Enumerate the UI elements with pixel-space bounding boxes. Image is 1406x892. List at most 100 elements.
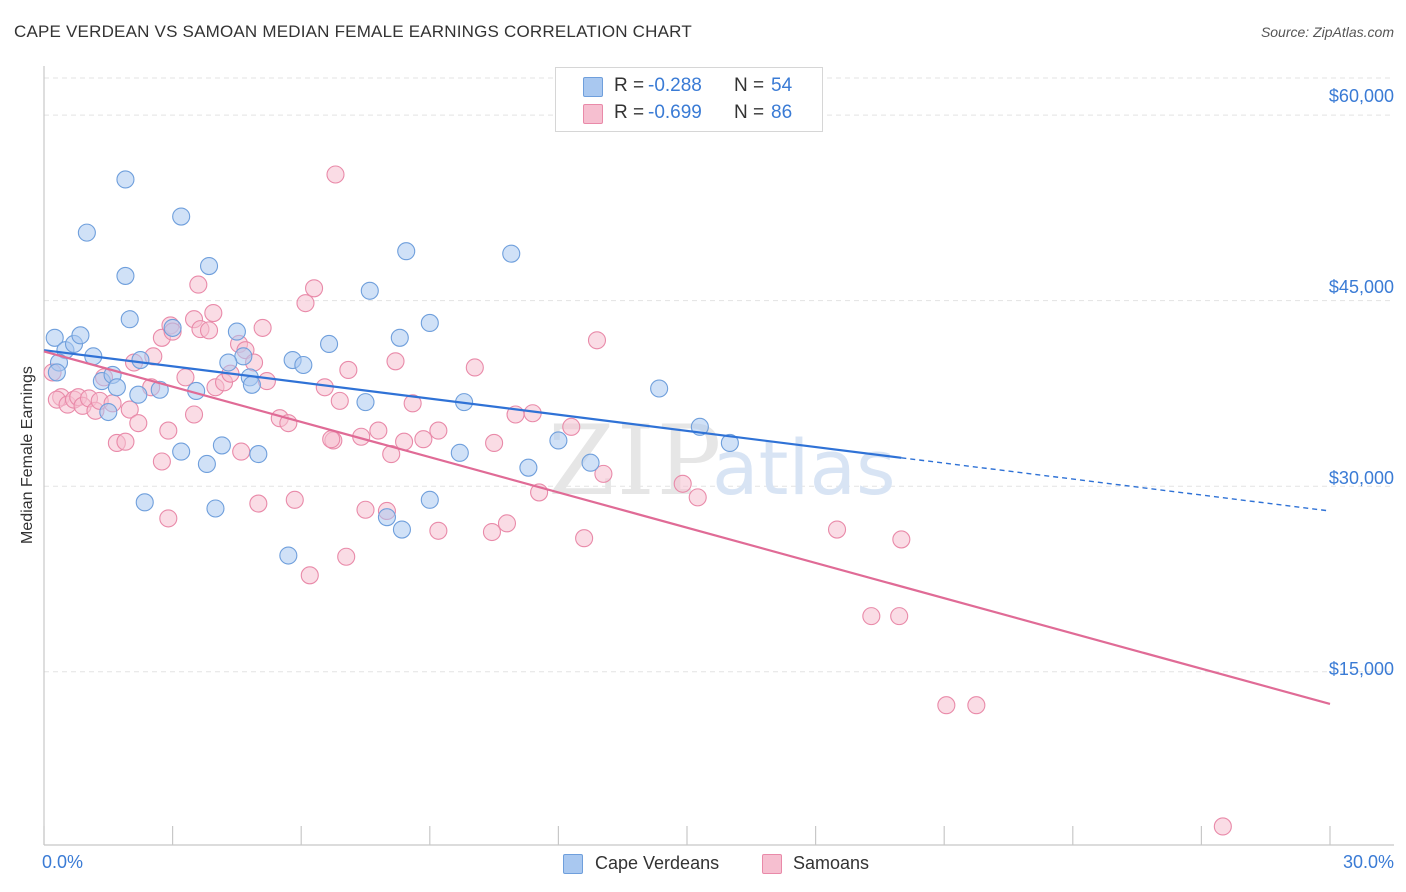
samoan-point (204, 303, 223, 323)
samoan-point (485, 433, 504, 452)
cape-verdean-point (377, 508, 396, 527)
blue-swatch-icon (583, 77, 603, 97)
cape-verdean-point (581, 453, 600, 472)
samoan-point (315, 378, 334, 397)
cape-verdean-point (294, 355, 313, 375)
cape-verdean-point (360, 281, 379, 300)
y-tick-label-15000: $15,000 (1328, 659, 1394, 679)
cape-verdean-point (242, 375, 261, 394)
samoan-point (249, 494, 268, 513)
samoan-point (285, 490, 304, 509)
samoan-point (356, 500, 375, 519)
cape-verdean-point (549, 431, 568, 450)
cape-verdean-point (131, 351, 150, 370)
samoan-point (322, 430, 341, 449)
y-tick-label-60000: $60,000 (1328, 86, 1394, 106)
samoan-point (892, 530, 911, 549)
cape-verdeans-points (45, 170, 739, 565)
samoan-point (1213, 817, 1232, 836)
cape-verdean-point (720, 433, 739, 452)
y-tick-label-45000: $45,000 (1328, 277, 1394, 297)
chart-title: CAPE VERDEAN VS SAMOAN MEDIAN FEMALE EAR… (14, 22, 692, 41)
samoan-point (300, 566, 319, 585)
samoan-point (339, 360, 358, 380)
cape-verdean-point (392, 520, 411, 539)
pink-swatch-icon (583, 104, 603, 124)
watermark-atlas: atlas (712, 423, 896, 512)
cape-verdean-point (234, 347, 253, 366)
samoan-point (152, 452, 171, 471)
samoan-point (199, 321, 219, 340)
samoan-point (890, 607, 909, 626)
x-tick-label-min: 0.0% (42, 852, 84, 872)
stats-legend: R = -0.288 N = 54 R = -0.699 N = 86 (555, 67, 823, 132)
cape-verdean-point (502, 244, 521, 263)
x-tick-label-max: 30.0% (1342, 852, 1394, 872)
samoan-point (120, 400, 139, 419)
legend-n-label: N = (734, 75, 765, 96)
cape-verdean-point (279, 546, 298, 565)
y-tick-label-30000: $30,000 (1328, 468, 1394, 488)
cape-verdean-point (320, 334, 339, 354)
samoan-point (429, 521, 448, 540)
cape-verdean-point (420, 490, 439, 509)
samoan-point (937, 696, 956, 715)
cape-verdean-point (77, 223, 96, 242)
cape-verdean-point (197, 454, 216, 474)
cape-verdean-point (356, 393, 375, 412)
samoan-point (184, 405, 204, 424)
cape-verdean-point (650, 379, 669, 398)
cape-verdean-point (150, 380, 169, 399)
cape-verdean-point (116, 266, 135, 285)
samoan-point (497, 514, 517, 533)
cape-verdean-point (206, 499, 225, 518)
samoan-point (257, 372, 276, 391)
samoan-point (688, 488, 707, 507)
samoan-point (116, 432, 135, 451)
samoan-point (232, 442, 251, 461)
y-axis-label: Median Female Earnings (19, 366, 36, 544)
cape-verdean-point (129, 385, 148, 404)
cape-verdean-point (116, 170, 135, 189)
cape-verdean-point (47, 363, 66, 382)
samoan-point (159, 509, 178, 528)
cape-verdean-point (227, 322, 246, 341)
samoan-point (253, 318, 272, 337)
cape-verdean-point (120, 310, 139, 329)
samoan-point (386, 352, 405, 371)
bottom-legend-label: Cape Verdeans (595, 853, 720, 873)
cape-verdean-point (172, 442, 191, 461)
legend-r-value: -0.288 (648, 75, 702, 96)
cape-verdean-point (212, 436, 231, 455)
bottom-legend-label: Samoans (793, 853, 870, 873)
samoans-points (43, 165, 1232, 836)
legend-n-value: 54 (771, 75, 793, 96)
cape-verdean-point (219, 353, 238, 372)
samoan-point (562, 417, 581, 436)
samoan-point (159, 421, 178, 440)
legend-r-label: R = (614, 75, 645, 96)
samoan-point (189, 275, 208, 294)
cape-verdean-point (172, 207, 191, 226)
cape-verdean-point (163, 318, 182, 337)
legend-r-value: -0.699 (648, 102, 702, 123)
cape-verdean-point (135, 493, 154, 512)
legend-n-label: N = (734, 102, 765, 123)
axes (43, 66, 1394, 846)
samoan-point (414, 430, 433, 449)
cape-verdean-point (390, 328, 409, 347)
samoan-point (429, 421, 448, 440)
legend-r-label: R = (614, 102, 645, 123)
samoan-point (587, 331, 607, 350)
samoan-point (465, 358, 484, 377)
samoan-point (305, 279, 324, 298)
cape-verdean-point (420, 313, 439, 332)
samoan-point (575, 529, 594, 548)
trend-lines (43, 349, 1331, 706)
samoan-point (827, 520, 847, 539)
cape-verdean-point (249, 445, 268, 464)
samoan-point (296, 294, 315, 313)
cape-verdean-point (519, 458, 538, 477)
samoan-point (482, 522, 502, 542)
